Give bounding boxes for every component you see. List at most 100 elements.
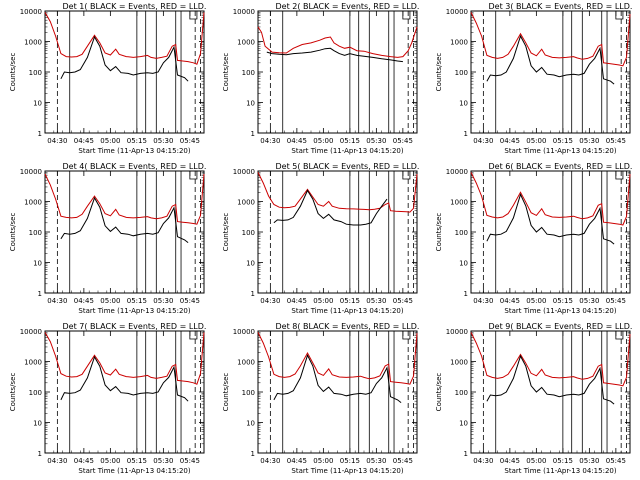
x-axis-label: Start Time (11-Apr-13 04:15:20) bbox=[291, 307, 403, 315]
series-line-black bbox=[60, 355, 189, 402]
x-tick-label: 05:15 bbox=[340, 137, 360, 145]
plot-frame bbox=[470, 330, 631, 454]
x-axis-label: Start Time (11-Apr-13 04:15:20) bbox=[504, 147, 616, 155]
y-tick-label: 10 bbox=[459, 420, 468, 428]
x-tick-label: 05:15 bbox=[553, 137, 573, 145]
time-window-bracket bbox=[402, 11, 411, 20]
x-tick-label: 05:45 bbox=[180, 137, 200, 145]
x-tick-label: 04:30 bbox=[47, 457, 67, 465]
x-tick-label: 05:30 bbox=[366, 137, 386, 145]
panel-1: Det 1( BLACK = Events, RED = LLD. Counts/… bbox=[9, 2, 206, 155]
plot-frame bbox=[44, 10, 205, 134]
chart-title: Det 8( BLACK = Events, RED = LLD. bbox=[276, 322, 420, 331]
x-tick-label: 04:45 bbox=[287, 457, 307, 465]
chart-title: Det 6( BLACK = Events, RED = LLD. bbox=[489, 162, 633, 171]
y-axis-label: Counts/sec bbox=[222, 373, 230, 412]
x-tick-label: 04:30 bbox=[47, 137, 67, 145]
series-line-red bbox=[470, 172, 631, 226]
y-tick-label: 10000 bbox=[20, 168, 42, 176]
y-tick-label: 1000 bbox=[24, 39, 42, 47]
y-axis-label: Counts/sec bbox=[9, 373, 17, 412]
x-axis-label: Start Time (11-Apr-13 04:15:20) bbox=[504, 307, 616, 315]
y-tick-label: 100 bbox=[29, 69, 42, 77]
x-tick-label: 04:30 bbox=[473, 137, 493, 145]
y-tick-label: 10000 bbox=[20, 328, 42, 336]
x-tick-label: 05:45 bbox=[606, 457, 626, 465]
y-tick-label: 10 bbox=[459, 260, 468, 268]
y-tick-label: 10000 bbox=[446, 8, 468, 16]
panel-5: Det 5( BLACK = Events, RED = LLD. Counts/… bbox=[222, 162, 419, 315]
series-line-black bbox=[486, 193, 615, 245]
x-tick-label: 05:00 bbox=[100, 137, 120, 145]
y-tick-label: 1000 bbox=[237, 359, 255, 367]
y-tick-label: 10000 bbox=[233, 168, 255, 176]
y-tick-label: 10 bbox=[33, 420, 42, 428]
y-tick-label: 1000 bbox=[24, 199, 42, 207]
y-tick-label: 1 bbox=[464, 290, 468, 298]
y-tick-label: 1 bbox=[38, 290, 42, 298]
y-tick-label: 10000 bbox=[20, 8, 42, 16]
x-axis-label: Start Time (11-Apr-13 04:15:20) bbox=[291, 467, 403, 475]
series-line-black bbox=[486, 354, 615, 405]
x-tick-label: 04:45 bbox=[287, 297, 307, 305]
time-window-bracket bbox=[615, 11, 624, 20]
x-tick-label: 05:15 bbox=[553, 297, 573, 305]
series-line-black bbox=[60, 196, 189, 243]
x-tick-label: 04:45 bbox=[500, 457, 520, 465]
time-window-bracket bbox=[615, 171, 624, 180]
y-tick-label: 10 bbox=[246, 100, 255, 108]
x-tick-label: 04:45 bbox=[500, 297, 520, 305]
x-tick-label: 05:45 bbox=[180, 297, 200, 305]
x-tick-label: 05:30 bbox=[579, 457, 599, 465]
x-axis-label: Start Time (11-Apr-13 04:15:20) bbox=[291, 147, 403, 155]
x-tick-label: 05:30 bbox=[153, 137, 173, 145]
series-line-black bbox=[273, 353, 402, 403]
y-tick-label: 1 bbox=[464, 450, 468, 458]
chart-title: Det 1( BLACK = Events, RED = LLD. bbox=[63, 2, 207, 11]
y-axis-label: Counts/sec bbox=[435, 213, 443, 252]
y-tick-label: 100 bbox=[455, 389, 468, 397]
series-line-black bbox=[273, 189, 388, 226]
y-tick-label: 10 bbox=[33, 260, 42, 268]
series-line-red bbox=[470, 12, 631, 67]
y-tick-label: 100 bbox=[455, 229, 468, 237]
x-tick-label: 05:30 bbox=[579, 137, 599, 145]
y-axis-label: Counts/sec bbox=[435, 373, 443, 412]
x-tick-label: 05:15 bbox=[340, 297, 360, 305]
y-tick-label: 1 bbox=[251, 450, 255, 458]
y-tick-label: 1000 bbox=[450, 359, 468, 367]
panel-6: Det 6( BLACK = Events, RED = LLD. Counts/… bbox=[435, 162, 632, 315]
y-tick-label: 100 bbox=[29, 229, 42, 237]
y-tick-label: 10000 bbox=[233, 8, 255, 16]
y-tick-label: 10000 bbox=[233, 328, 255, 336]
y-tick-label: 10 bbox=[246, 420, 255, 428]
x-axis-label: Start Time (11-Apr-13 04:15:20) bbox=[78, 467, 190, 475]
plot-frame bbox=[44, 330, 205, 454]
x-tick-label: 05:00 bbox=[313, 457, 333, 465]
x-tick-label: 05:30 bbox=[366, 297, 386, 305]
x-tick-label: 05:45 bbox=[180, 457, 200, 465]
plot-frame bbox=[257, 10, 418, 134]
x-axis-label: Start Time (11-Apr-13 04:15:20) bbox=[504, 467, 616, 475]
x-axis-label: Start Time (11-Apr-13 04:15:20) bbox=[78, 307, 190, 315]
plot-frame bbox=[257, 170, 418, 294]
y-tick-label: 1000 bbox=[237, 39, 255, 47]
panel-2: Det 2( BLACK = Events, RED = LLD. Counts/… bbox=[222, 2, 419, 155]
y-tick-label: 1000 bbox=[24, 359, 42, 367]
x-tick-label: 04:30 bbox=[260, 297, 280, 305]
y-tick-label: 1000 bbox=[237, 199, 255, 207]
y-tick-label: 100 bbox=[242, 229, 255, 237]
series-line-red bbox=[257, 332, 418, 385]
plot-frame bbox=[470, 170, 631, 294]
chart-title: Det 2( BLACK = Events, RED = LLD. bbox=[276, 2, 420, 11]
y-axis-label: Counts/sec bbox=[222, 213, 230, 252]
y-axis-label: Counts/sec bbox=[9, 53, 17, 92]
chart-title: Det 9( BLACK = Events, RED = LLD. bbox=[489, 322, 633, 331]
x-tick-label: 04:30 bbox=[260, 137, 280, 145]
y-tick-label: 100 bbox=[29, 389, 42, 397]
x-tick-label: 05:45 bbox=[393, 137, 413, 145]
x-tick-label: 04:30 bbox=[260, 457, 280, 465]
y-tick-label: 10000 bbox=[446, 168, 468, 176]
x-tick-label: 05:30 bbox=[153, 457, 173, 465]
